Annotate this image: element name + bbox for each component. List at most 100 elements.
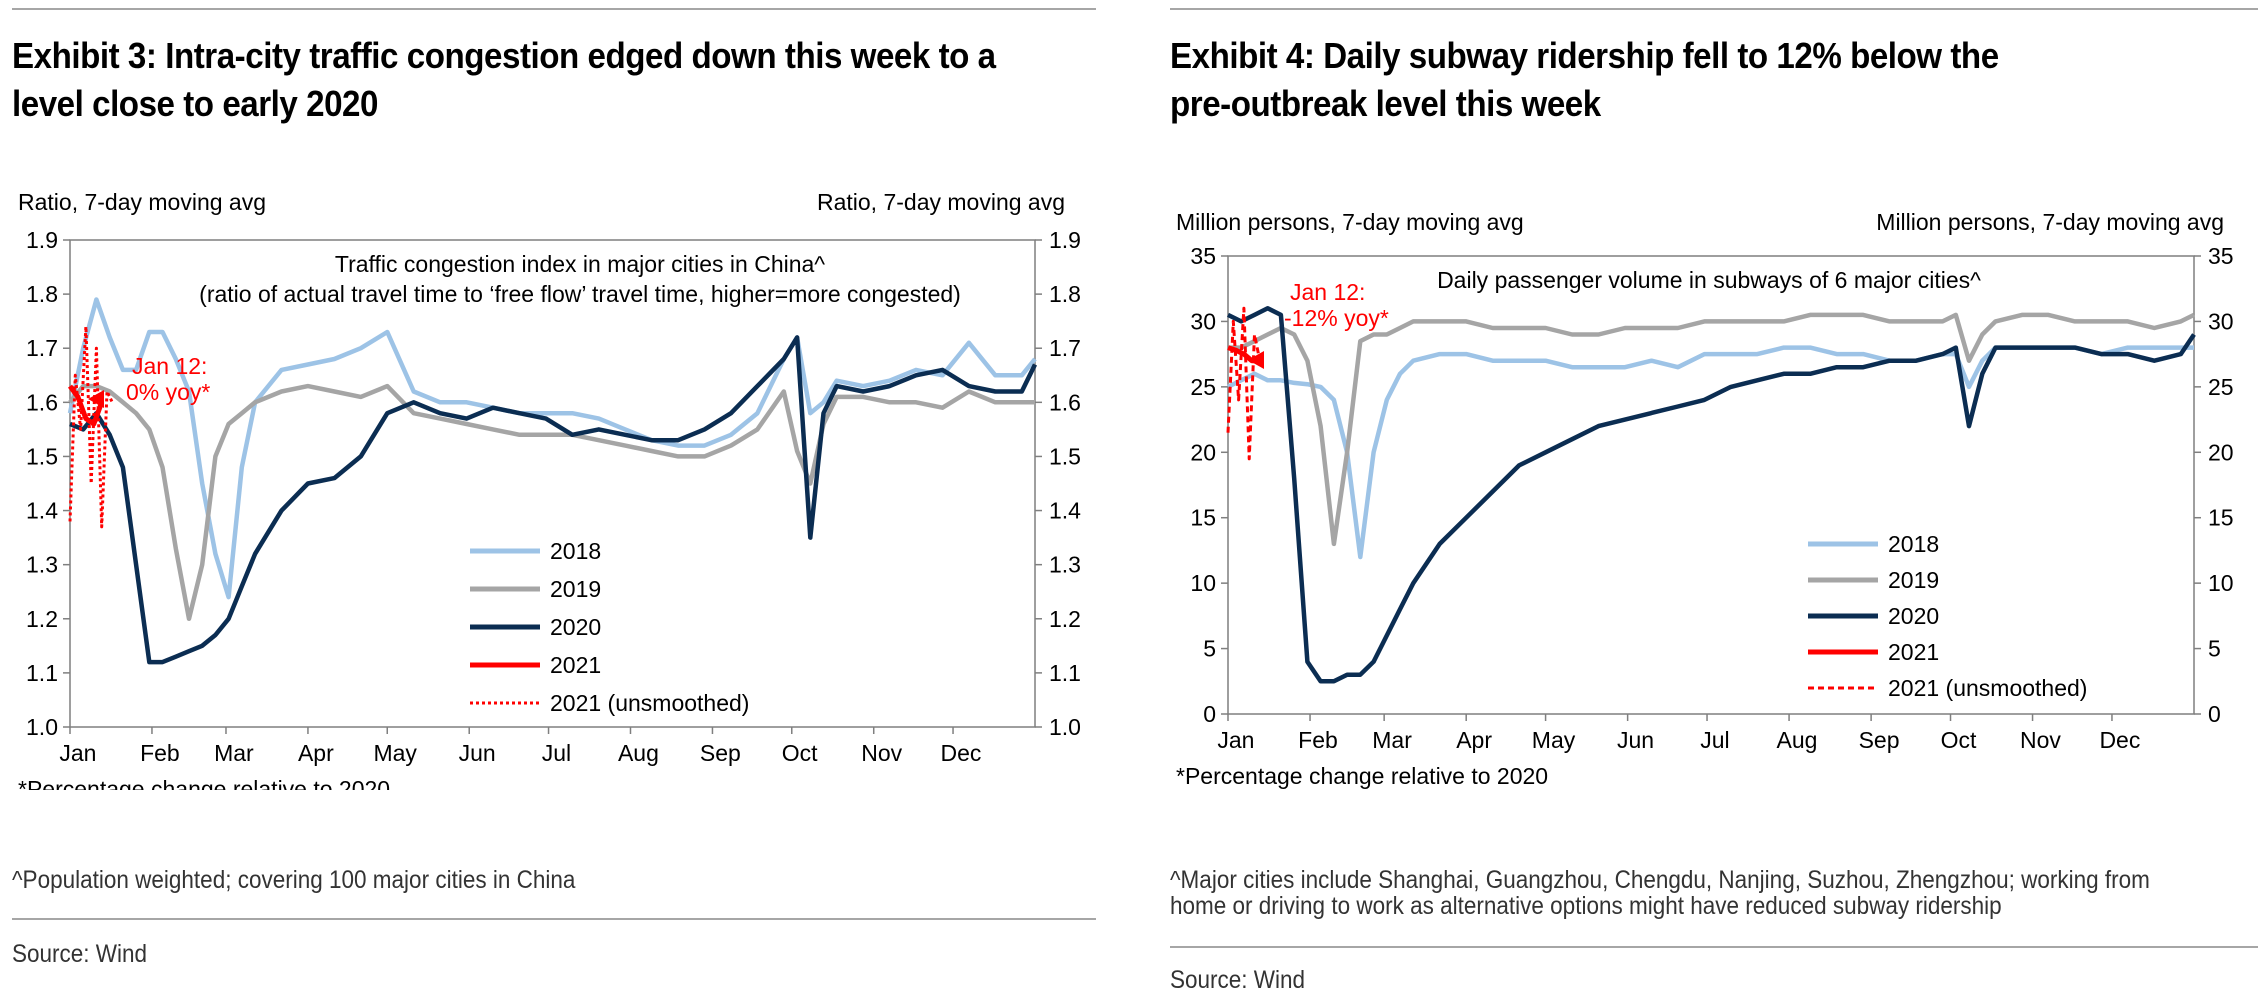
y-tick-label-left: 1.9 — [26, 227, 58, 253]
y-tick-label-left: 15 — [1190, 505, 1216, 531]
annotation-line-2: -12% yoy* — [1284, 305, 1389, 331]
x-tick-label: Dec — [2099, 727, 2140, 753]
top-rule — [12, 8, 1096, 10]
y-tick-label-left: 1.1 — [26, 660, 58, 686]
exhibit-3-footnote: ^Population weighted; covering 100 major… — [12, 866, 576, 894]
exhibit-4-title-line-1: Exhibit 4: Daily subway ridership fell t… — [1170, 35, 1999, 76]
y-tick-label-right: 30 — [2208, 308, 2234, 334]
exhibit-3-chart: Ratio, 7-day moving avg Ratio, 7-day movi… — [18, 189, 1081, 790]
legend-label: 2021 — [550, 652, 601, 678]
y-tick-label-left: 30 — [1190, 308, 1216, 334]
y-tick-label-left: 0 — [1203, 701, 1216, 727]
footnote-rule — [12, 918, 1096, 920]
x-tick-label: Jun — [1617, 727, 1654, 753]
y-tick-label-right: 25 — [2208, 374, 2234, 400]
x-tick-label: Aug — [618, 740, 659, 766]
chart-title: Daily passenger volume in subways of 6 m… — [1437, 267, 1981, 293]
series-line-2019 — [68, 383, 1035, 622]
y-tick-label-right: 5 — [2208, 636, 2221, 662]
x-tick-label: Apr — [1456, 727, 1492, 753]
exhibit-4-chart: Million persons, 7-day moving avg Million… — [1176, 209, 2234, 789]
y-tick-label-right: 1.0 — [1049, 714, 1081, 740]
annotation-arrow-icon — [1248, 351, 1264, 369]
y-tick-label-left: 1.4 — [26, 498, 58, 524]
legend-label: 2018 — [550, 538, 601, 564]
series-line-2019 — [1228, 312, 2195, 547]
x-tick-label: Mar — [214, 740, 254, 766]
x-tick-label: Feb — [1298, 727, 1338, 753]
y-tick-label-right: 35 — [2208, 243, 2234, 269]
x-tick-label: Oct — [782, 740, 818, 766]
y-tick-label-left: 5 — [1203, 636, 1216, 662]
y-axis-label-left: Million persons, 7-day moving avg — [1176, 209, 1524, 235]
legend-label: 2021 (unsmoothed) — [1888, 675, 2087, 701]
x-tick-label: Nov — [861, 740, 902, 766]
series-line-2021-unsmoothed- — [1226, 306, 1262, 461]
plot-frame — [1227, 255, 2195, 715]
legend-label: 2021 (unsmoothed) — [550, 690, 749, 716]
legend-label: 2021 — [1888, 639, 1939, 665]
y-tick-label-right: 1.2 — [1049, 606, 1081, 632]
y-tick-label-right: 1.7 — [1049, 335, 1081, 361]
y-tick-label-right: 1.8 — [1049, 281, 1081, 307]
series-line-2018 — [1226, 345, 2194, 560]
chart-note: *Percentage change relative to 2020 — [18, 776, 390, 790]
x-tick-label: May — [373, 740, 417, 766]
chart-subtitle: (ratio of actual travel time to ‘free fl… — [199, 281, 961, 307]
y-tick-label-right: 15 — [2208, 505, 2234, 531]
exhibit-3-panel: Exhibit 3: Intra-city traffic congestion… — [12, 0, 1096, 1002]
x-tick-label: Jul — [542, 740, 571, 766]
annotation-line-1: Jan 12: — [1290, 279, 1365, 305]
exhibit-3-title-line-1: Exhibit 3: Intra-city traffic congestion… — [12, 35, 996, 76]
y-tick-label-left: 25 — [1190, 374, 1216, 400]
x-tick-label: Jul — [1700, 727, 1729, 753]
annotation-arrow-icon — [88, 390, 104, 408]
y-tick-label-right: 1.3 — [1049, 552, 1081, 578]
exhibit-3-title-line-2: level close to early 2020 — [12, 83, 378, 124]
y-tick-label-left: 1.8 — [26, 281, 58, 307]
series-line-2021-unsmoothed- — [68, 325, 114, 529]
x-tick-label: Sep — [700, 740, 741, 766]
top-rule — [1170, 8, 2258, 10]
y-tick-label-right: 1.9 — [1049, 227, 1081, 253]
x-tick-label: Sep — [1859, 727, 1900, 753]
y-tick-label-right: 1.4 — [1049, 498, 1081, 524]
legend-label: 2020 — [550, 614, 601, 640]
y-tick-label-right: 1.6 — [1049, 389, 1081, 415]
y-axis-label-left: Ratio, 7-day moving avg — [18, 189, 266, 215]
annotation-line-2: 0% yoy* — [126, 379, 210, 405]
legend-label: 2019 — [550, 576, 601, 602]
y-axis-label-right: Ratio, 7-day moving avg — [817, 189, 1065, 215]
x-tick-label: Dec — [941, 740, 982, 766]
footnote-rule — [1170, 946, 2258, 948]
x-tick-label: Jan — [1217, 727, 1254, 753]
x-tick-label: Aug — [1777, 727, 1818, 753]
x-tick-label: Oct — [1941, 727, 1977, 753]
x-tick-label: Nov — [2020, 727, 2061, 753]
annotation-line-1: Jan 12: — [132, 353, 207, 379]
x-tick-label: Feb — [140, 740, 180, 766]
y-tick-label-left: 20 — [1190, 439, 1216, 465]
y-tick-label-right: 1.1 — [1049, 660, 1081, 686]
x-tick-label: Jan — [59, 740, 96, 766]
exhibit-4-panel: Exhibit 4: Daily subway ridership fell t… — [1170, 0, 2258, 1002]
y-tick-label-left: 1.2 — [26, 606, 58, 632]
series-line-2020 — [69, 335, 1038, 665]
legend-label: 2020 — [1888, 603, 1939, 629]
exhibit-4-footnote-line-2: home or driving to work as alternative o… — [1170, 892, 2002, 920]
x-tick-label: Apr — [298, 740, 334, 766]
y-tick-label-right: 10 — [2208, 570, 2234, 596]
legend-label: 2018 — [1888, 531, 1939, 557]
series-line-2020 — [1227, 306, 2196, 684]
exhibit-4-source: Source: Wind — [1170, 966, 1306, 994]
y-tick-label-left: 35 — [1190, 243, 1216, 269]
exhibit-3-source: Source: Wind — [12, 940, 148, 968]
y-tick-label-right: 20 — [2208, 439, 2234, 465]
y-tick-label-left: 1.6 — [26, 389, 58, 415]
y-axis-label-right: Million persons, 7-day moving avg — [1876, 209, 2224, 235]
x-tick-label: May — [1532, 727, 1576, 753]
y-tick-label-left: 1.0 — [26, 714, 58, 740]
exhibit-4-footnote-line-1: ^Major cities include Shanghai, Guangzho… — [1170, 866, 2150, 894]
chart-note: *Percentage change relative to 2020 — [1176, 763, 1548, 789]
y-tick-label-right: 0 — [2208, 701, 2221, 727]
